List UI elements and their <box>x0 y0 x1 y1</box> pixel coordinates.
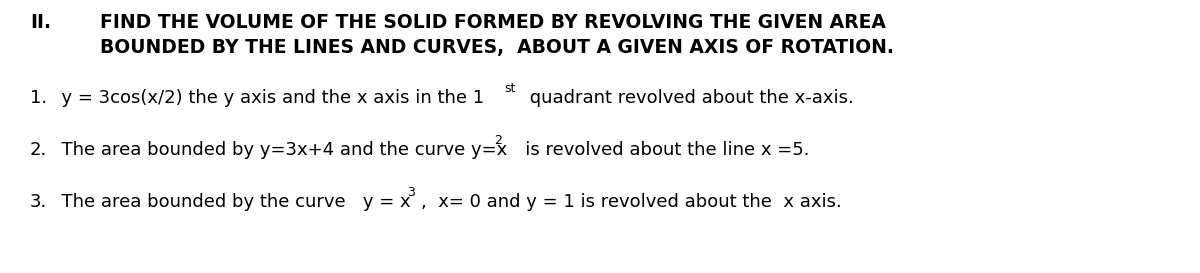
Text: II.: II. <box>30 13 50 32</box>
Text: quadrant revolved about the x-axis.: quadrant revolved about the x-axis. <box>524 89 853 107</box>
Text: y = 3cos(x/2) the y axis and the x axis in the 1: y = 3cos(x/2) the y axis and the x axis … <box>50 89 484 107</box>
Text: is revolved about the line x =5.: is revolved about the line x =5. <box>508 141 810 159</box>
Text: st: st <box>504 82 515 95</box>
Text: The area bounded by y=3x+4 and the curve y=x: The area bounded by y=3x+4 and the curve… <box>50 141 508 159</box>
Text: ,  x= 0 and y = 1 is revolved about the  x axis.: , x= 0 and y = 1 is revolved about the x… <box>421 193 841 211</box>
Text: 3: 3 <box>407 186 415 199</box>
Text: 3.: 3. <box>30 193 47 211</box>
Text: The area bounded by the curve   y = x: The area bounded by the curve y = x <box>50 193 410 211</box>
Text: 1.: 1. <box>30 89 47 107</box>
Text: 2.: 2. <box>30 141 47 159</box>
Text: BOUNDED BY THE LINES AND CURVES,  ABOUT A GIVEN AXIS OF ROTATION.: BOUNDED BY THE LINES AND CURVES, ABOUT A… <box>100 38 894 57</box>
Text: 2: 2 <box>494 134 502 147</box>
Text: FIND THE VOLUME OF THE SOLID FORMED BY REVOLVING THE GIVEN AREA: FIND THE VOLUME OF THE SOLID FORMED BY R… <box>100 13 886 32</box>
